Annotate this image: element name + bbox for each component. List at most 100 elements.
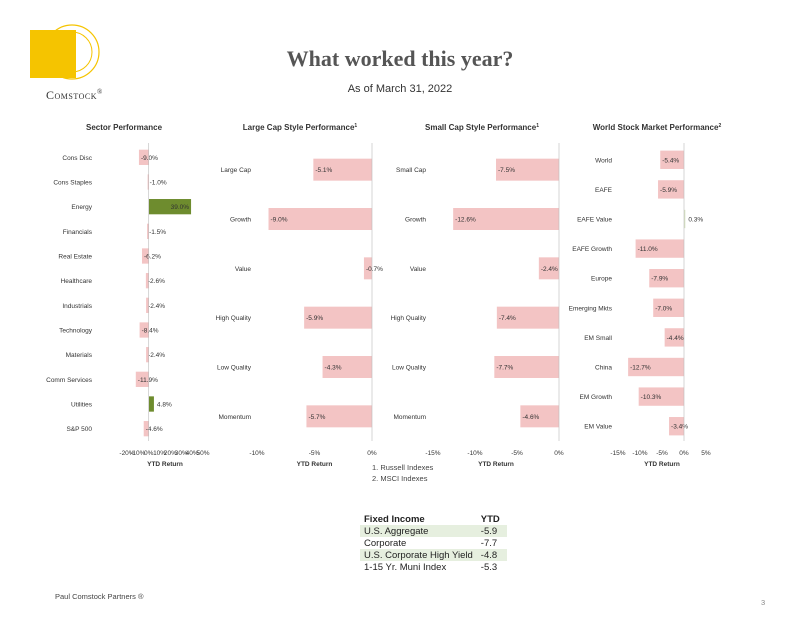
world-data-label: -10.3% [641, 394, 662, 401]
large-cap-tick-label: -5% [309, 450, 321, 457]
large-cap-bar [304, 306, 372, 329]
sector-bar [148, 396, 154, 412]
large-cap-data-label: -5.7% [308, 414, 325, 421]
footnote-2: 2. MSCI Indexes [372, 474, 428, 483]
small-cap-axis-label: YTD Return [478, 461, 514, 468]
page-subtitle: As of March 31, 2022 [347, 83, 453, 95]
sector-data-label: 4.8% [157, 402, 172, 409]
world-category-label: EM Small [584, 335, 612, 342]
small-cap-tick-label: -5% [511, 450, 523, 457]
sector-category-label: Cons Staples [53, 180, 92, 187]
sector-bar [145, 273, 149, 289]
world-category-label: EM Value [584, 424, 612, 431]
world-bar [653, 298, 684, 317]
sector-tick-label: 30% [175, 450, 188, 457]
sector-data-label: -2.6% [148, 278, 165, 285]
small-cap-bar [453, 208, 559, 230]
fixed-income-name: U.S. Corporate High Yield [360, 549, 477, 561]
world-data-label: -7.9% [651, 276, 668, 283]
charts-area: Sector Performance Cons Disc -9.0% Cons Sta… [46, 123, 722, 468]
world-category-label: World [595, 157, 612, 164]
world-data-label: -3.4% [671, 424, 688, 431]
large-cap-tick-label: 0% [367, 450, 377, 457]
world-data-label: -5.9% [660, 187, 677, 194]
small-cap-tick-label: 0% [554, 450, 564, 457]
world-category-label: EAFE Growth [572, 246, 612, 253]
sector-bar [135, 371, 149, 387]
large-cap-chart-title: Large Cap Style Performance1 [243, 123, 358, 132]
large-cap-category-label: Low Quality [217, 365, 252, 372]
sector-bar [147, 174, 149, 190]
sector-category-label: Technology [59, 328, 93, 335]
sector-chart-title: Sector Performance [86, 123, 163, 132]
fixed-income-ytd: -4.8 [476, 549, 508, 561]
table-row: Corporate -7.7 [360, 537, 507, 549]
world-data-label: -7.0% [655, 305, 672, 312]
world-tick-label: -10% [632, 450, 647, 457]
large-cap-data-label: -5.1% [315, 167, 332, 174]
logo-circle-inner [51, 31, 93, 73]
small-cap-bar [496, 306, 559, 329]
sector-bar [146, 297, 149, 313]
world-bar [684, 209, 686, 229]
small-cap-category-label: High Quality [391, 315, 427, 322]
world-chart-title: World Stock Market Performance2 [593, 123, 722, 132]
sector-data-label: -2.4% [148, 303, 165, 310]
sector-tick-label: 40% [186, 450, 199, 457]
small-cap-bar [520, 405, 559, 428]
sector-bar [148, 199, 192, 215]
sector-data-label: -2.4% [148, 352, 165, 359]
logo-circle-outer [44, 24, 100, 80]
footer-company: Paul Comstock Partners ® [55, 592, 144, 601]
small-cap-tick-label: -10% [467, 450, 482, 457]
world-bar [635, 239, 684, 258]
sector-category-label: Utilities [71, 402, 93, 409]
sector-bar [139, 322, 149, 338]
sector-category-label: S&P 500 [66, 426, 92, 433]
fixed-income-name: Corporate [364, 537, 407, 549]
small-cap-data-label: -2.4% [541, 266, 558, 273]
fixed-income-ytd: -7.7 [480, 537, 498, 549]
sector-data-label: -4.6% [146, 426, 163, 433]
large-cap-category-label: Momentum [218, 414, 251, 421]
sector-category-label: Energy [71, 204, 92, 211]
small-cap-category-label: Small Cap [396, 167, 426, 174]
sector-bar [141, 248, 149, 264]
fixed-income-table: Fixed Income YTD U.S. Aggregate -5.9 Cor… [360, 513, 508, 573]
sector-tick-label: -20% [119, 450, 134, 457]
footnote-1: 1. Russell Indexes [372, 463, 434, 472]
world-axis-label: YTD Return [644, 461, 680, 468]
world-data-label: -4.4% [667, 335, 684, 342]
sector-category-label: Financials [63, 229, 93, 236]
large-cap-bar [322, 356, 372, 378]
small-cap-category-label: Value [410, 266, 427, 273]
sector-data-label: -9.0% [141, 155, 158, 162]
world-bar [638, 387, 684, 406]
brand-name: Comstock® [46, 88, 103, 103]
fixed-income-name: U.S. Aggregate [360, 525, 477, 537]
world-data-label: 0.3% [688, 217, 703, 224]
brand-mark: ® [96, 88, 103, 96]
large-cap-data-label: -4.3% [325, 365, 342, 372]
world-tick-label: 0% [679, 450, 689, 457]
sector-category-label: Comm Services [46, 377, 93, 384]
fixed-income-name: 1-15 Yr. Muni Index [364, 561, 447, 573]
large-cap-category-label: High Quality [216, 315, 252, 322]
ytd-header: YTD [480, 513, 500, 525]
small-cap-data-label: -4.6% [522, 414, 539, 421]
table-row: U.S. Aggregate -5.9 [360, 525, 508, 537]
world-category-label: EAFE Value [577, 217, 612, 224]
small-cap-bar [538, 257, 559, 280]
world-category-label: Europe [591, 276, 612, 283]
world-bar [660, 150, 684, 169]
small-cap-category-label: Momentum [393, 414, 426, 421]
world-data-label: -12.7% [630, 365, 651, 372]
world-bar [664, 328, 684, 347]
large-cap-axis-label: YTD Return [297, 461, 333, 468]
sector-category-label: Healthcare [61, 278, 93, 285]
world-bar [669, 417, 684, 436]
sector-tick-label: -10% [130, 450, 145, 457]
small-cap-data-label: -12.6% [455, 217, 476, 224]
sector-tick-label: 50% [196, 450, 209, 457]
sector-bar [143, 421, 149, 437]
